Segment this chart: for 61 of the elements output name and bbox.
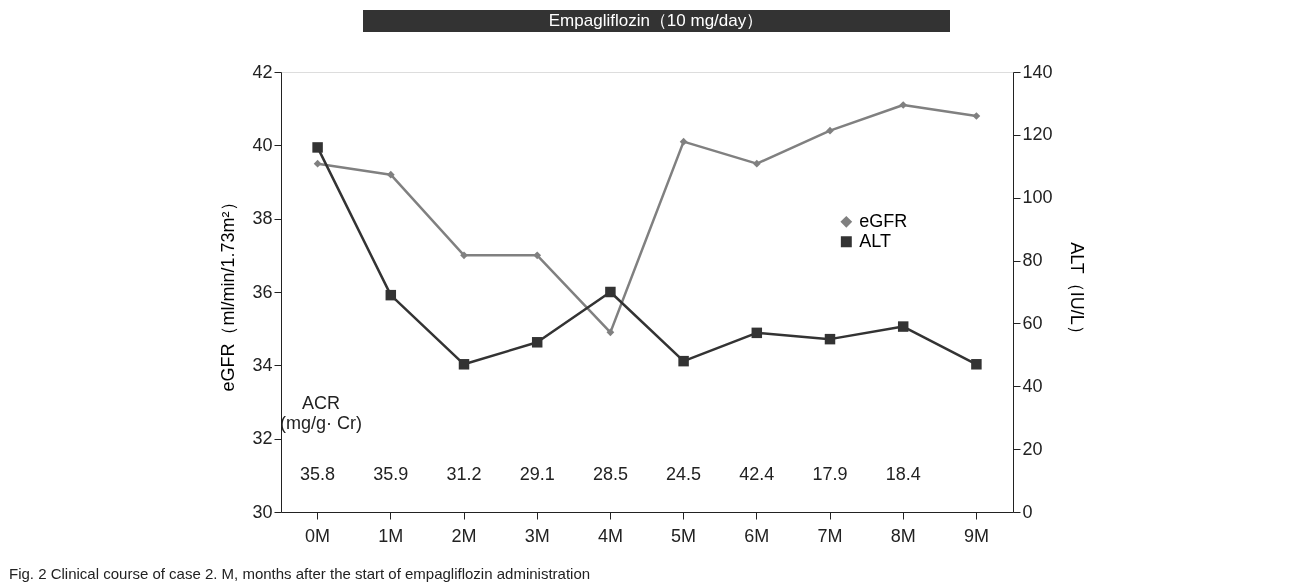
y2-tick-label: 0 (1022, 501, 1033, 522)
point (386, 170, 395, 179)
x-tick-label: 8M (890, 525, 916, 546)
point (971, 359, 982, 370)
annotation: 35.9 (373, 463, 409, 484)
annotation: 31.2 (446, 463, 482, 484)
annotation: ACR (mg/g· Cr) (280, 393, 362, 434)
x-tick-label: 5M (671, 525, 697, 546)
y2-tick-label: 100 (1022, 187, 1053, 208)
point (899, 101, 908, 109)
point (679, 137, 688, 146)
y-tick-label: 34 (252, 354, 273, 375)
annotation: 42.4 (739, 463, 775, 484)
point (460, 251, 468, 260)
y2-tick-label: 60 (1022, 312, 1043, 333)
x-tick-label: 3M (524, 525, 550, 546)
point (752, 159, 761, 168)
point (826, 126, 834, 135)
annotation: 24.5 (666, 463, 702, 484)
point (972, 112, 981, 120)
x-tick-label: 6M (744, 525, 770, 546)
annotation: 35.8 (300, 463, 336, 484)
legend-label: ALT (859, 230, 892, 251)
point (751, 327, 763, 339)
y-tick-label: 42 (252, 61, 273, 82)
annotation: 28.5 (592, 463, 628, 484)
y-tick-label: 30 (252, 501, 273, 522)
y-tick-label: 38 (252, 208, 273, 229)
point (312, 142, 323, 153)
point (385, 289, 397, 301)
point (313, 159, 322, 168)
y2-tick-label: 40 (1022, 375, 1043, 396)
y2-axis-title: ALT（IU/L） (1066, 242, 1087, 343)
chart-title: Empagliflozin（10 mg/day） (548, 11, 764, 30)
caption: Fig. 2 Clinical course of case 2. M, months after the start of empagliflozin administration (9, 565, 591, 582)
annotation: 29.1 (519, 463, 555, 484)
point (531, 337, 543, 348)
y-tick-label: 40 (252, 134, 273, 155)
x-tick-label: 7M (817, 525, 843, 546)
y2-tick-label: 120 (1022, 124, 1053, 145)
point (458, 359, 470, 370)
y2-tick-label: 20 (1022, 438, 1043, 459)
y-tick-label: 36 (252, 281, 273, 302)
annotation: 18.4 (885, 463, 921, 484)
x-tick-label: 1M (378, 525, 404, 546)
x-tick-label: 0M (305, 525, 331, 546)
annotation: 17.9 (812, 463, 848, 484)
y2-tick-label: 140 (1022, 61, 1053, 82)
point (897, 321, 909, 332)
point (606, 328, 615, 337)
point (605, 286, 616, 298)
x-tick-label: 4M (597, 525, 623, 546)
point (824, 333, 836, 345)
y-tick-label: 32 (252, 428, 273, 449)
x-tick-label: 2M (451, 525, 477, 546)
point (533, 251, 542, 260)
x-tick-label: 9M (963, 525, 989, 546)
y-axis-title: eGFR（ml/min/1.73m²） (218, 193, 239, 392)
point (678, 355, 689, 367)
y2-tick-label: 80 (1022, 250, 1043, 271)
legend-label: eGFR (859, 210, 908, 231)
